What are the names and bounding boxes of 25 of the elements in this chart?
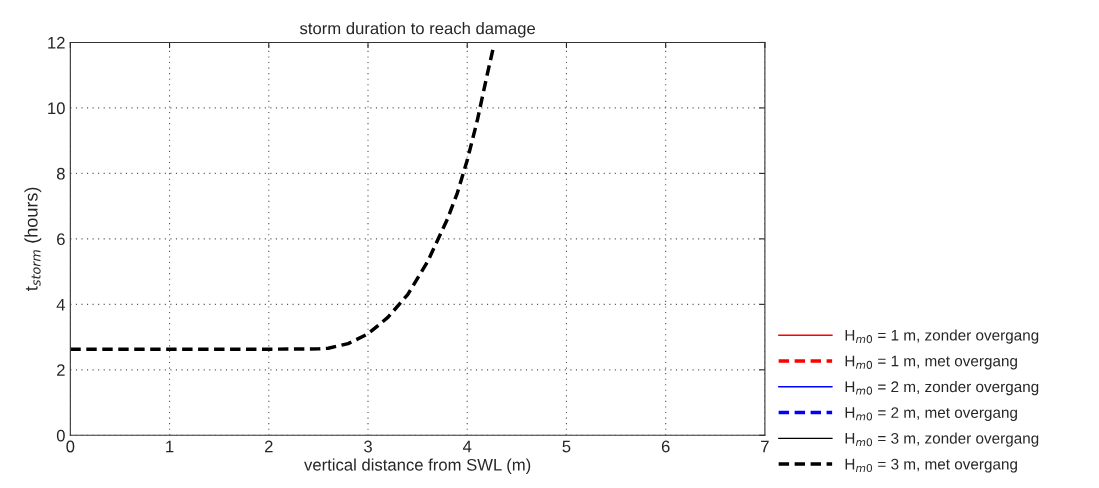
legend-label: H$_{m0}$ = 1 m, met overgang: [845, 355, 1017, 370]
x-tick-label: 1: [166, 440, 174, 453]
x-tick-label: 0: [66, 440, 75, 453]
legend-label: H$_{m0}$ = 1 m, zonder overgang: [845, 329, 1039, 344]
x-tick-label: 6: [661, 440, 670, 453]
legend-label: H$_{m0}$ = 3 m, met overgang: [845, 458, 1017, 473]
x-tick-label: 3: [364, 440, 372, 453]
y-tick-label: 0: [56, 429, 65, 442]
y-tick-label: 4: [56, 298, 65, 311]
y-tick-label: 8: [56, 167, 65, 180]
y-tick-label: 10: [48, 102, 65, 115]
legend-label: H$_{m0}$ = 2 m, met overgang: [845, 407, 1017, 421]
y-tick-label: 12: [48, 36, 65, 49]
line-series: [70, 47, 495, 351]
x-tick-label: 7: [761, 440, 769, 453]
legend-label: H$_{m0}$ = 2 m, zonder overgang: [845, 380, 1039, 396]
x-tick-label: 5: [562, 440, 571, 453]
y-axis-title: t$_{storm}$ (hours): [24, 187, 42, 291]
y-tick-label: 6: [57, 233, 65, 246]
x-axis-title: vertical distance from SWL (m): [304, 458, 531, 474]
x-tick-label: 4: [462, 440, 472, 453]
x-tick-label: 2: [264, 440, 273, 453]
y-tick-label: 2: [57, 364, 65, 376]
chart-title: storm duration to reach damage: [299, 22, 536, 38]
legend-label: H$_{m0}$ = 3 m, zonder overgang: [845, 432, 1039, 447]
